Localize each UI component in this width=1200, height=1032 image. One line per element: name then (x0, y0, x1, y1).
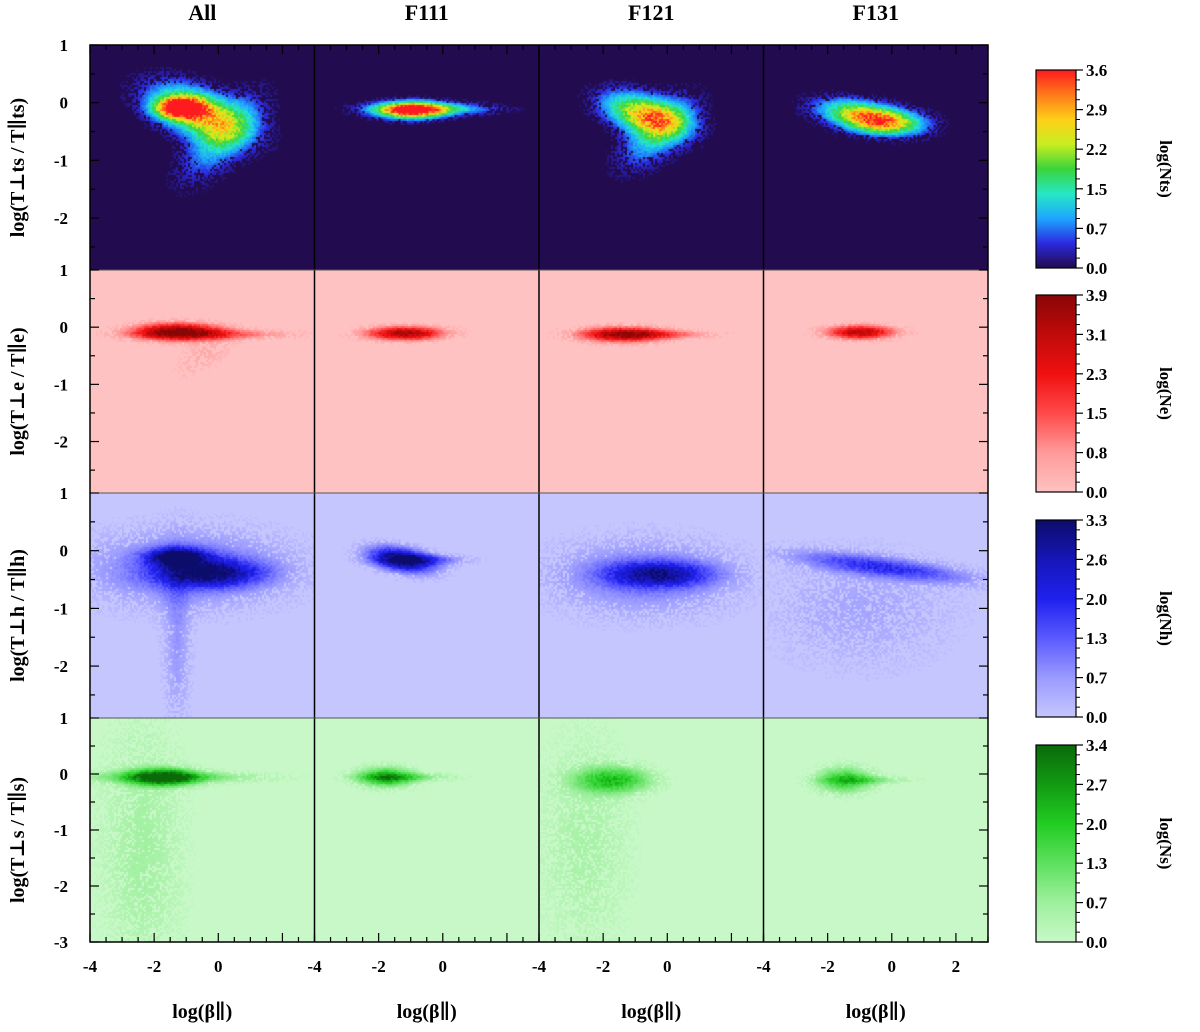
heatmap-panel-ts-f111 (314, 45, 540, 270)
colorbar-tick-label: 3.9 (1086, 286, 1107, 305)
colorbar-tick-label: 2.7 (1086, 775, 1108, 794)
colorbar-tick-label: 2.0 (1086, 815, 1107, 834)
x-tick-label: -2 (372, 957, 386, 976)
colorbar-tick-label: 3.3 (1086, 511, 1107, 530)
x-tick-label: 0 (663, 957, 672, 976)
colorbar-title-h: log(Nh) (1156, 591, 1175, 646)
colorbar-title-s: log(Ns) (1156, 818, 1175, 870)
heatmap-panel-h-f131 (763, 493, 989, 718)
y-axis-title-ts: log(T⊥ts / T∥ts) (7, 98, 29, 237)
heatmap-panels (90, 45, 989, 942)
colorbar-tick-label: 1.3 (1086, 854, 1107, 873)
heatmap-panel-s-all (90, 718, 315, 942)
colorbar-tick-label: 0.7 (1086, 894, 1108, 913)
heatmap-panel-s-f131 (763, 718, 989, 942)
x-tick-label: -4 (532, 957, 547, 976)
y-tick-label: 1 (60, 484, 69, 503)
colorbar-tick-label: 0.0 (1086, 259, 1107, 278)
colorbar-tick-label: 2.6 (1086, 550, 1107, 569)
heatmap-panel-s-f111 (314, 718, 540, 942)
column-title-f111: F111 (405, 0, 449, 25)
x-axis-title: log(β∥) (621, 1001, 681, 1023)
colorbar-tick-label: 0.0 (1086, 933, 1107, 952)
colorbar-tick-label: 3.4 (1086, 736, 1108, 755)
y-tick-label: -1 (54, 821, 68, 840)
heatmap-panel-e-f121 (539, 270, 764, 493)
y-axis-title-h: log(T⊥h / T∥h) (7, 549, 29, 682)
y-tick-label: -3 (54, 933, 68, 952)
x-tick-label: -2 (821, 957, 835, 976)
y-tick-label: 0 (60, 765, 69, 784)
heatmap-panel-e-f111 (314, 270, 540, 493)
colorbar-tick-label: 0.7 (1086, 219, 1108, 238)
heatmap-panel-ts-f131 (763, 45, 989, 270)
x-axis-labels: -4 -2 0 log(β∥) -4 -2 0 log(β∥) -4 -2 0 log(β∥) -4 -2… (83, 957, 960, 1023)
y-tick-label: 1 (60, 36, 69, 55)
colorbar-title-e: log(Ne) (1156, 367, 1175, 420)
heatmap-panel-h-f111 (314, 493, 540, 718)
colorbar-e (1035, 294, 1077, 493)
y-tick-label: 0 (60, 542, 69, 561)
colorbar-tick-label: 2.3 (1086, 365, 1107, 384)
x-tick-label: -2 (596, 957, 610, 976)
colorbar-tick-label: 1.5 (1086, 404, 1107, 423)
y-axis-title-s: log(T⊥s / T∥s) (7, 777, 29, 903)
heatmap-panel-e-f131 (763, 270, 989, 493)
x-tick-label: -4 (83, 957, 98, 976)
colorbar-tick-label: 3.6 (1086, 61, 1107, 80)
colorbar-title-ts: log(Nts) (1156, 140, 1175, 198)
y-axis-labels: 1 0 -1 -2 log(T⊥ts / T∥ts) 1 0 -1 -2 log(T⊥e / T∥… (7, 36, 68, 952)
y-tick-label: -1 (54, 599, 68, 618)
x-axis-title: log(β∥) (172, 1001, 232, 1023)
colorbar-tick-label: 0.8 (1086, 444, 1107, 463)
tick-marks (89, 44, 989, 943)
x-tick-label: 0 (888, 957, 897, 976)
colorbar-ts (1035, 69, 1077, 269)
colorbar-tick-label: 0.7 (1086, 669, 1108, 688)
colorbar-tick-label: 3.1 (1086, 325, 1107, 344)
y-tick-label: -1 (54, 151, 68, 170)
colorbar-h (1035, 519, 1077, 718)
y-tick-label: -2 (54, 209, 68, 228)
y-tick-label: -2 (54, 657, 68, 676)
column-title-f121: F121 (628, 0, 674, 25)
y-tick-label: 1 (60, 261, 69, 280)
colorbar-s (1035, 744, 1077, 943)
x-axis-title: log(β∥) (846, 1001, 906, 1023)
colorbar-tick-label: 0.0 (1086, 708, 1107, 727)
heatmap-panel-h-all (90, 493, 315, 718)
column-title-all: All (188, 0, 216, 25)
y-tick-label: 0 (60, 94, 69, 113)
x-tick-label: -4 (307, 957, 322, 976)
x-tick-label: -2 (147, 957, 161, 976)
colorbar-tick-label: 2.9 (1086, 101, 1107, 120)
column-title-f131: F131 (853, 0, 899, 25)
column-titles: All F111 F121 F131 (188, 0, 899, 25)
x-tick-label: 0 (214, 957, 223, 976)
x-tick-label: 0 (439, 957, 448, 976)
colorbar-tick-label: 1.3 (1086, 629, 1107, 648)
y-tick-label: -2 (54, 433, 68, 452)
y-axis-title-e: log(T⊥e / T∥e) (7, 327, 29, 455)
colorbar-tick-label: 2.2 (1086, 140, 1107, 159)
colorbar-tick-label: 1.5 (1086, 180, 1107, 199)
heatmap-panel-e-all (90, 270, 315, 493)
x-tick-label: 2 (952, 957, 961, 976)
colorbar-tick-label: 2.0 (1086, 590, 1107, 609)
y-tick-label: 1 (60, 709, 69, 728)
panel-dividers (90, 45, 988, 942)
x-axis-title: log(β∥) (397, 1001, 457, 1023)
heatmap-panel-h-f121 (539, 493, 764, 718)
colorbar-tick-label: 0.0 (1086, 483, 1107, 502)
heatmap-panel-s-f121 (539, 718, 764, 942)
heatmap-panel-ts-all (90, 45, 315, 270)
colorbars: 3.6 2.9 2.2 1.5 0.7 0.0 log(Nts) 3.9 3.1 2.3 1.5 0.… (1035, 61, 1175, 952)
heatmap-panel-ts-f121 (539, 45, 764, 270)
y-tick-label: -1 (54, 375, 68, 394)
x-tick-label: -4 (756, 957, 771, 976)
y-tick-label: 0 (60, 318, 69, 337)
y-tick-label: -2 (54, 877, 68, 896)
